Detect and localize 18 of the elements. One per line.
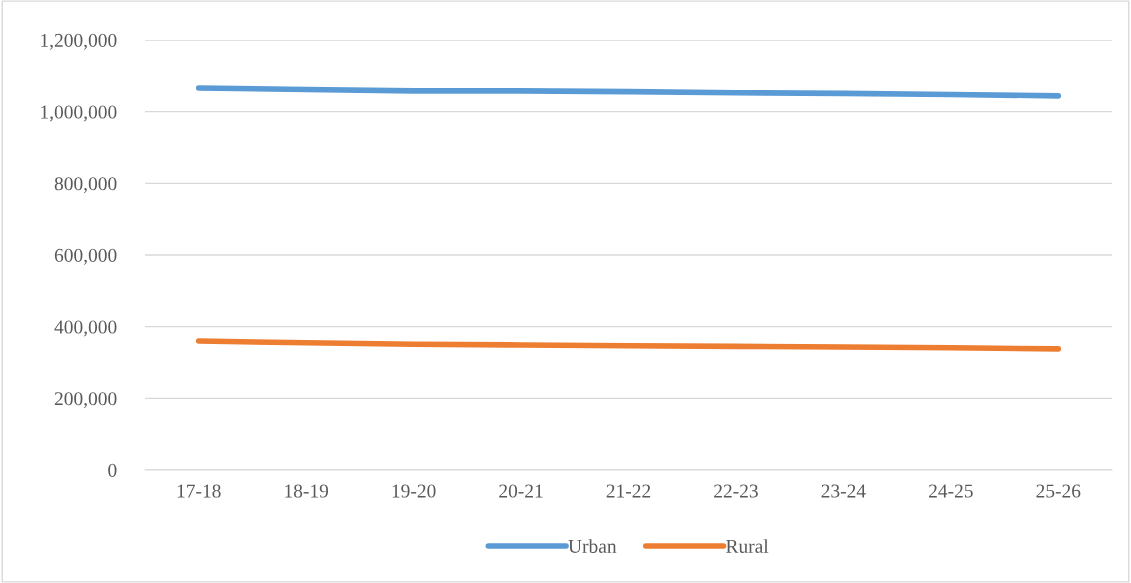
x-tick-label: 24-25 — [929, 484, 973, 498]
y-tick-label: 1,200,000 — [41, 33, 117, 50]
x-tick-label: 21-22 — [606, 484, 651, 498]
y-tick-label: 0 — [108, 463, 117, 477]
x-tick-label: 23-24 — [821, 484, 866, 498]
x-tick-label: 22-23 — [714, 484, 758, 498]
y-tick-label: 1,000,000 — [41, 105, 117, 122]
x-tick-label: 19-20 — [392, 484, 436, 498]
x-tick-label: 25-26 — [1036, 484, 1081, 498]
y-tick-label: 600,000 — [54, 248, 117, 265]
y-tick-label: 800,000 — [54, 177, 117, 194]
legend-label: Rural — [726, 539, 769, 553]
legend-label: Urban — [568, 539, 617, 553]
x-tick-label: 20-21 — [499, 484, 543, 498]
x-tick-label: 17-18 — [177, 484, 221, 498]
y-tick-label: 400,000 — [54, 320, 117, 337]
y-tick-label: 200,000 — [54, 392, 117, 409]
x-tick-label: 18-19 — [285, 484, 329, 498]
